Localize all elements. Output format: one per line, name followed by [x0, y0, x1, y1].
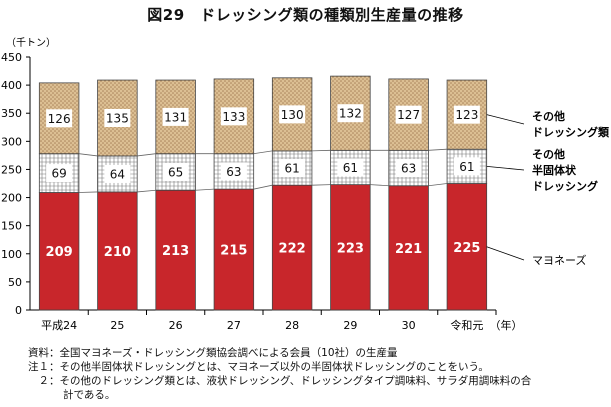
data-label-box [453, 105, 480, 124]
series-connector [195, 188, 215, 191]
data-label-box [279, 159, 306, 178]
data-label-box [46, 164, 73, 183]
series-connector [78, 153, 98, 157]
legend-leader [486, 114, 525, 125]
data-label: 63 [226, 165, 241, 179]
source-note: 資料：全国マヨネーズ・ドレッシング類協会調べによる会員（10社）の生産量 [28, 347, 398, 359]
x-tick-label: 28 [285, 319, 299, 332]
data-label-box [220, 107, 247, 126]
data-label: 210 [104, 245, 131, 260]
bar-segment [271, 184, 313, 311]
series-connector [428, 148, 448, 151]
chart-title: 図29 ドレッシング類の種類別生産量の推移 [147, 6, 464, 24]
data-label: 123 [455, 108, 478, 122]
data-label: 221 [395, 242, 422, 257]
y-unit-label: （千トン） [6, 37, 56, 49]
data-label-box [162, 162, 189, 181]
series-connector [137, 189, 156, 193]
series-connector [428, 183, 448, 187]
series-connector [370, 184, 389, 187]
x-axis-suffix: （年） [490, 318, 523, 332]
legend-line: 半固体状 [532, 163, 577, 177]
x-tick-label: 27 [227, 319, 241, 332]
data-label: 132 [339, 107, 362, 121]
y-tick-label: 200 [1, 192, 22, 205]
data-label-box [337, 158, 364, 177]
legend-label-2: その他ドレッシング類 [532, 109, 610, 139]
y-tick-label: 150 [1, 220, 22, 233]
data-label: 213 [162, 244, 189, 259]
data-label-box [453, 157, 480, 176]
legend-label-0: マヨネーズ [532, 253, 586, 267]
data-label-box [337, 104, 364, 123]
y-tick-label: 400 [1, 79, 22, 92]
data-label: 130 [281, 108, 304, 122]
legend-line: その他 [532, 109, 565, 123]
data-label: 61 [284, 162, 299, 176]
chart-notes: 資料：全国マヨネーズ・ドレッシング類協会調べによる会員（10社）の生産量 注１：… [28, 346, 531, 402]
y-tick-label: 300 [1, 135, 22, 148]
legend-line: ドレッシング類 [532, 125, 610, 139]
data-label-box [220, 162, 247, 181]
data-label: 61 [459, 160, 474, 174]
data-label: 64 [110, 167, 125, 181]
legend-line: その他 [532, 147, 565, 161]
data-label: 222 [279, 242, 306, 257]
bar-segment [38, 192, 80, 311]
y-tick-label: 350 [1, 107, 22, 120]
legend-leader [486, 246, 525, 261]
bar-segment [97, 191, 138, 311]
series-connector [311, 149, 331, 152]
data-label: 126 [48, 112, 71, 126]
x-tick-label: 令和元 [450, 318, 483, 332]
bar-segment [388, 185, 429, 311]
data-label: 133 [222, 110, 245, 124]
data-label-box [162, 107, 189, 126]
y-tick-label: 100 [1, 248, 22, 261]
data-label-box [395, 105, 422, 124]
y-tick-label: 450 [1, 51, 22, 64]
footnote-2: ２：その他のドレッシング類とは、液状ドレッシング、ドレッシングタイプ調味料、サラ… [28, 375, 532, 387]
legend-line: マヨネーズ [532, 253, 586, 267]
series-connector [253, 184, 273, 190]
data-label: 225 [453, 241, 480, 256]
x-tick-label: 25 [110, 319, 124, 332]
x-tick-label: 平成24 [41, 319, 77, 332]
x-tick-label: 29 [343, 319, 357, 332]
data-label: 69 [51, 167, 66, 181]
data-label: 215 [220, 244, 247, 259]
data-label: 63 [401, 162, 416, 176]
series-connector [78, 191, 98, 193]
y-tick-label: 250 [1, 163, 22, 176]
data-label: 65 [168, 165, 183, 179]
data-label: 61 [343, 161, 358, 175]
bar-segment [330, 184, 371, 311]
data-label-box [46, 109, 73, 128]
data-label: 127 [397, 108, 420, 122]
bar-segment [213, 188, 255, 311]
data-label-box [104, 164, 131, 183]
data-label-box [395, 159, 422, 178]
series-connector [311, 184, 331, 186]
data-label: 223 [337, 241, 364, 256]
x-tick-label: 30 [402, 319, 416, 332]
data-label: 131 [164, 110, 187, 124]
legend-leader [486, 165, 525, 171]
data-label: 209 [46, 245, 73, 260]
data-label: 135 [106, 112, 129, 126]
legend-label-1: その他半固体状ドレッシング [532, 147, 598, 193]
y-tick-label: 50 [8, 276, 22, 289]
data-label-box [279, 105, 306, 124]
x-tick-label: 26 [169, 319, 183, 332]
footnote-1: 注１：その他半固体状ドレッシングとは、マヨネーズ以外の半固体状ドレッシングのこと… [28, 361, 489, 373]
bar-segment [155, 189, 196, 311]
footnote-2-cont: 計である。 [63, 389, 116, 401]
legend-line: ドレッシング [532, 179, 598, 193]
series-connector [137, 153, 156, 157]
data-label-box [104, 109, 131, 128]
y-tick-label: 0 [15, 304, 22, 317]
bar-segment [446, 183, 488, 311]
series-connector [253, 150, 273, 155]
